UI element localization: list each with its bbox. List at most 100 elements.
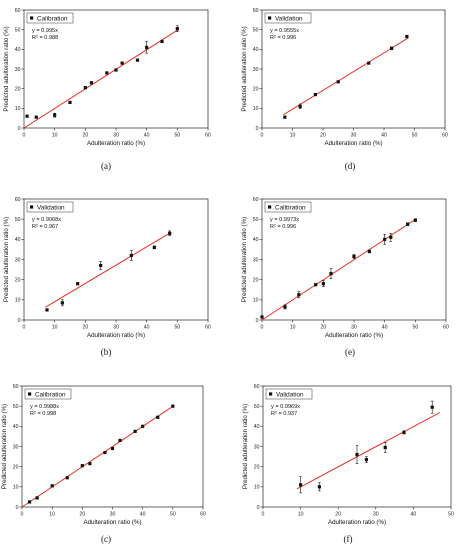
y-tick-label: 30 bbox=[13, 444, 19, 450]
x-tick-label: 10 bbox=[290, 325, 296, 331]
data-point bbox=[413, 218, 417, 222]
legend-marker bbox=[268, 205, 272, 209]
chart-panel: 0 10 20 30 40 50 60 0 10 20 30 40 50 60 Adulteration r… bbox=[241, 197, 449, 357]
y-axis-label: Predicted adulteration ratio (%) bbox=[3, 26, 10, 111]
fit-equation: y = 0.9969x bbox=[271, 404, 300, 410]
fit-line bbox=[296, 412, 440, 490]
data-point bbox=[314, 283, 318, 287]
data-point bbox=[367, 249, 371, 254]
x-tick-label: 50 bbox=[174, 133, 180, 139]
fit-line bbox=[45, 231, 172, 308]
x-tick-label: 10 bbox=[52, 133, 58, 139]
x-tick-label: 60 bbox=[442, 133, 448, 139]
fit-r-squared: R² = 0.967 bbox=[32, 224, 58, 230]
data-point bbox=[260, 315, 264, 319]
y-tick-label: 20 bbox=[13, 464, 19, 470]
data-point bbox=[141, 424, 145, 428]
x-axis-label: Adulteration ratio (%) bbox=[328, 519, 386, 526]
legend-marker bbox=[268, 16, 272, 20]
data-point bbox=[160, 39, 164, 44]
x-axis-label: Adulteration ratio (%) bbox=[83, 519, 141, 526]
chart-panel: 0 10 20 30 40 50 60 0 10 20 30 40 50 60 Adulteration r… bbox=[3, 197, 211, 357]
chart-panel: 0 10 20 30 40 50 0 10 20 30 40 50 60 Adulteration rat… bbox=[242, 384, 454, 544]
x-tick-label: 40 bbox=[382, 325, 388, 331]
data-point bbox=[168, 231, 172, 235]
panel-letter: (a) bbox=[101, 161, 111, 171]
data-point bbox=[110, 446, 115, 451]
x-tick-label: 20 bbox=[335, 512, 341, 518]
data-point bbox=[171, 404, 175, 408]
legend-marker bbox=[28, 392, 32, 396]
x-tick-label: 60 bbox=[200, 512, 206, 518]
data-point bbox=[35, 496, 39, 500]
legend-box bbox=[264, 12, 312, 24]
fit-line bbox=[21, 405, 174, 508]
data-point bbox=[99, 263, 103, 268]
data-point bbox=[53, 113, 57, 117]
y-tick-label: 20 bbox=[15, 277, 21, 283]
chart-panel: 0 10 20 30 40 50 60 0 10 20 30 40 50 60 Adulteration r… bbox=[1, 384, 206, 544]
y-tick-label: 60 bbox=[253, 197, 259, 203]
y-axis-label: Predicted adulteration ratio (%) bbox=[242, 404, 249, 489]
x-tick-label: 30 bbox=[351, 133, 357, 139]
x-tick-label: 50 bbox=[448, 512, 454, 518]
data-point bbox=[118, 438, 122, 443]
x-tick-label: 0 bbox=[262, 512, 265, 518]
x-tick-label: 40 bbox=[381, 133, 387, 139]
data-point bbox=[406, 222, 410, 226]
chart-panel: 0 10 20 30 40 50 60 0 10 20 30 40 50 60 Adulteration r… bbox=[3, 8, 211, 171]
data-point bbox=[60, 301, 64, 305]
data-point bbox=[129, 253, 133, 258]
y-tick-label: 50 bbox=[13, 404, 19, 410]
data-point bbox=[103, 450, 107, 455]
x-tick-label: 40 bbox=[144, 133, 150, 139]
legend-box bbox=[264, 201, 312, 213]
legend-marker bbox=[30, 205, 34, 209]
x-tick-label: 0 bbox=[261, 325, 264, 331]
x-tick-label: 60 bbox=[205, 133, 211, 139]
legend-box bbox=[26, 201, 74, 213]
y-tick-label: 40 bbox=[13, 424, 19, 430]
x-tick-label: 30 bbox=[113, 133, 119, 139]
y-axis-label: Predicted adulteration ratio (%) bbox=[3, 217, 10, 302]
data-point bbox=[283, 305, 287, 309]
data-point bbox=[120, 61, 124, 65]
x-tick-label: 50 bbox=[412, 133, 418, 139]
y-tick-label: 20 bbox=[253, 277, 259, 283]
y-axis-label: Predicted adulteration ratio (%) bbox=[1, 404, 8, 489]
data-point bbox=[405, 34, 409, 39]
y-tick-label: 30 bbox=[15, 67, 21, 73]
legend-label: Validation bbox=[275, 15, 303, 22]
legend-label: Validation bbox=[276, 391, 304, 398]
y-tick-label: 0 bbox=[257, 505, 260, 511]
y-tick-label: 40 bbox=[254, 424, 260, 430]
x-tick-label: 10 bbox=[52, 325, 58, 331]
data-point bbox=[299, 483, 303, 487]
x-tick-label: 50 bbox=[412, 325, 418, 331]
x-tick-label: 30 bbox=[113, 325, 119, 331]
y-tick-label: 30 bbox=[253, 257, 259, 263]
legend-label: Calibration bbox=[35, 391, 66, 398]
y-tick-label: 10 bbox=[13, 485, 19, 491]
y-tick-label: 40 bbox=[253, 47, 259, 53]
y-tick-label: 40 bbox=[15, 47, 21, 53]
x-tick-label: 20 bbox=[79, 512, 85, 518]
x-axis-label: Adulteration ratio (%) bbox=[87, 140, 145, 147]
legend-label: Calibration bbox=[275, 204, 306, 211]
y-tick-label: 30 bbox=[254, 444, 260, 450]
data-point bbox=[133, 429, 137, 433]
data-point bbox=[364, 458, 368, 462]
legend-label: Validation bbox=[37, 204, 65, 211]
data-point bbox=[352, 254, 356, 259]
fit-line bbox=[23, 29, 178, 129]
x-tick-label: 0 bbox=[21, 512, 24, 518]
data-point bbox=[175, 27, 179, 31]
data-point bbox=[313, 92, 317, 97]
x-tick-label: 40 bbox=[411, 512, 417, 518]
y-tick-label: 0 bbox=[18, 318, 21, 324]
y-tick-label: 50 bbox=[254, 404, 260, 410]
y-tick-label: 50 bbox=[15, 217, 21, 223]
x-tick-label: 50 bbox=[170, 512, 176, 518]
fit-r-squared: R² = 0.996 bbox=[270, 35, 296, 41]
fit-equation: y = 0.9973x bbox=[270, 217, 299, 223]
